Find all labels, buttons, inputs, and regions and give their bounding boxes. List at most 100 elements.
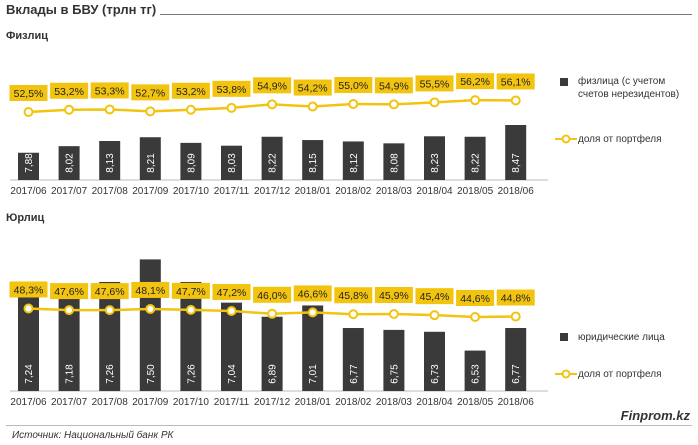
share-value-label: 45,9%: [379, 290, 409, 302]
bar-value-label: 8,03: [227, 153, 238, 173]
panel-title-legal: Юрлиц: [6, 212, 45, 224]
share-point: [185, 104, 196, 115]
bar-value-label: 8,22: [471, 153, 482, 173]
share-label-box: [9, 85, 48, 101]
share-label-box: [212, 80, 251, 97]
share-value-label: 55,0%: [338, 80, 368, 92]
x-tick-label: 2017/11: [214, 397, 250, 405]
source-note: Источник: Национальный банк РК: [12, 430, 174, 441]
share-label-box: [9, 281, 48, 298]
share-value-label: 53,3%: [95, 85, 125, 97]
share-value-label: 44,8%: [501, 293, 531, 305]
share-point: [267, 308, 278, 319]
legend-bar-individuals: физлица (с учетом счетов нерезидентов): [578, 76, 680, 100]
share-label-box: [415, 75, 454, 92]
share-point: [64, 305, 75, 316]
share-label-box: [415, 288, 454, 305]
bar: [139, 137, 161, 180]
share-label-box: [253, 77, 292, 94]
x-tick-label: 2017/08: [92, 397, 129, 405]
individuals-chart: 7,88 2017/06 8,02 2017/07 8,13 2017/08 8,21 201…: [9, 73, 548, 197]
x-tick-label: 2018/01: [295, 186, 332, 197]
share-value-label: 53,2%: [176, 86, 206, 98]
share-point: [429, 97, 440, 108]
share-label-box: [90, 283, 129, 300]
legend-line-swatch-individuals: [555, 134, 577, 144]
share-point: [185, 304, 196, 315]
share-label-box: [50, 82, 89, 99]
share-value-label: 45,4%: [420, 291, 450, 303]
bar-value-label: 7,88: [24, 153, 35, 173]
share-value-label: 46,0%: [257, 290, 287, 302]
bar: [58, 146, 80, 180]
bar: [302, 140, 324, 180]
share-label-box: [293, 285, 332, 302]
bar-value-label: 6,77: [511, 364, 522, 384]
x-tick-label: 2017/10: [173, 397, 210, 405]
share-label-box: [334, 77, 373, 93]
bar: [302, 305, 324, 391]
share-point: [104, 305, 115, 316]
share-value-label: 56,1%: [501, 76, 531, 88]
share-point: [429, 310, 440, 321]
share-label-box: [456, 73, 495, 90]
bar-value-label: 8,22: [268, 153, 279, 173]
share-point: [267, 99, 278, 110]
share-value-label: 47,6%: [54, 286, 84, 298]
share-label-box: [293, 79, 332, 96]
legal-entities-chart: 7,24 2017/06 7,18 2017/07 7,26 2017/08 7,50 201…: [9, 259, 548, 405]
share-point: [348, 309, 359, 320]
share-value-label: 47,2%: [217, 287, 247, 299]
bar-value-label: 8,12: [349, 153, 360, 173]
bar-value-label: 8,15: [308, 153, 319, 173]
panel-title-individuals: Физлиц: [6, 30, 48, 42]
share-value-label: 48,3%: [14, 284, 44, 296]
share-value-label: 45,8%: [338, 290, 368, 302]
bar-value-label: 8,23: [430, 153, 441, 173]
share-label-box: [374, 287, 413, 304]
share-label-box: [456, 290, 495, 306]
share-point: [64, 104, 75, 115]
legend-line-swatch-legal: [555, 369, 577, 379]
bar: [99, 140, 121, 180]
share-value-label: 47,7%: [176, 286, 206, 298]
share-value-label: 44,6%: [460, 293, 490, 305]
legend-bar-swatch-legal: [560, 333, 568, 341]
bar-value-label: 7,18: [65, 364, 76, 384]
share-label-box: [50, 283, 89, 300]
legend-line-legal: доля от портфеля: [578, 369, 662, 380]
share-label-box: [212, 284, 251, 301]
bar-value-label: 6,73: [430, 364, 441, 384]
bar-value-label: 8,21: [146, 153, 157, 173]
share-value-label: 54,9%: [379, 80, 409, 92]
share-value-label: 55,5%: [420, 78, 450, 90]
bar: [424, 136, 445, 180]
x-tick-label: 2017/09: [132, 186, 169, 197]
x-tick-label: 2017/08: [92, 186, 129, 197]
bar: [221, 145, 242, 180]
x-tick-label: 2018/04: [416, 397, 453, 405]
bar: [464, 136, 486, 180]
bar: [505, 125, 527, 180]
x-tick-label: 2018/03: [376, 397, 413, 405]
share-label-box: [171, 282, 210, 299]
share-value-label: 52,7%: [135, 87, 165, 99]
share-label-box: [171, 82, 210, 99]
bar: [18, 283, 39, 391]
share-point: [226, 102, 237, 113]
x-tick-label: 2017/12: [254, 186, 291, 197]
share-point: [510, 95, 521, 106]
share-point: [388, 309, 399, 320]
bar-value-label: 7,26: [186, 364, 197, 384]
share-point: [388, 99, 399, 110]
share-label-box: [374, 77, 413, 94]
bar: [58, 289, 80, 391]
share-label-box: [90, 82, 129, 99]
share-point: [307, 101, 318, 112]
x-tick-label: 2018/02: [335, 397, 372, 405]
bar: [424, 331, 445, 391]
x-tick-label: 2018/06: [498, 186, 535, 197]
bar-value-label: 7,50: [146, 364, 157, 384]
legend-line-individuals: доля от портфеля: [578, 134, 662, 145]
bar-value-label: 7,24: [24, 364, 35, 384]
